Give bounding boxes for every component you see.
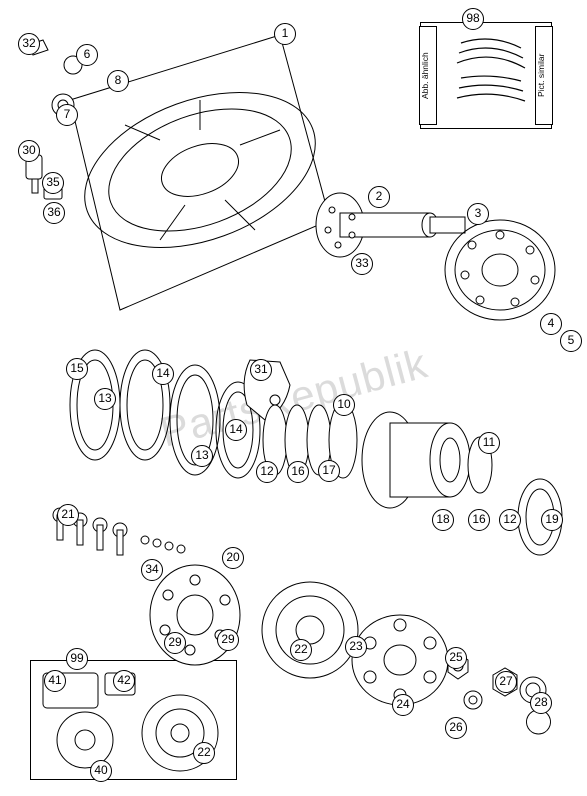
callout-31: 31 (250, 359, 272, 381)
callout-number: 16 (468, 509, 490, 531)
callout-13: 13 (94, 388, 116, 410)
inset-left-label: Abb. ähnlich (419, 26, 437, 125)
callout-98: 98 (462, 8, 484, 30)
callout-number: 8 (107, 70, 129, 92)
callout-29: 29 (164, 632, 186, 654)
callout-25: 25 (445, 647, 467, 669)
callout-number: 12 (499, 509, 521, 531)
callout-number: 22 (290, 639, 312, 661)
callout-number: 10 (333, 394, 355, 416)
callout-27: 27 (495, 671, 517, 693)
callout-32: 32 (18, 33, 40, 55)
callout-11: 11 (478, 432, 500, 454)
callout-16: 16 (287, 461, 309, 483)
callout-number: 11 (478, 432, 500, 454)
callout-number: 42 (113, 670, 135, 692)
callout-number: 5 (560, 330, 582, 352)
callout-26: 26 (445, 717, 467, 739)
callout-number: 21 (57, 504, 79, 526)
callout-number: 32 (18, 33, 40, 55)
callout-number: 28 (530, 692, 552, 714)
callout-24: 24 (392, 694, 414, 716)
callout-number: 13 (191, 445, 213, 467)
callout-23: 23 (345, 636, 367, 658)
callout-number: 7 (56, 104, 78, 126)
callout-number: 31 (250, 359, 272, 381)
callout-35: 35 (42, 172, 64, 194)
callout-22: 22 (290, 639, 312, 661)
callout-number: 29 (164, 632, 186, 654)
callout-13: 13 (191, 445, 213, 467)
callout-1: 1 (274, 23, 296, 45)
callout-number: 23 (345, 636, 367, 658)
callout-number: 26 (445, 717, 467, 739)
callout-number: 34 (141, 559, 163, 581)
callout-7: 7 (56, 104, 78, 126)
callout-21: 21 (57, 504, 79, 526)
callout-number: 16 (287, 461, 309, 483)
callout-number: 1 (274, 23, 296, 45)
callout-17: 17 (318, 460, 340, 482)
callout-number: 17 (318, 460, 340, 482)
callout-2: 2 (368, 186, 390, 208)
callout-3: 3 (467, 203, 489, 225)
callout-5: 5 (560, 330, 582, 352)
callout-number: 40 (90, 760, 112, 782)
callout-40: 40 (90, 760, 112, 782)
callout-number: 13 (94, 388, 116, 410)
callout-22: 22 (193, 742, 215, 764)
callout-number: 25 (445, 647, 467, 669)
callout-10: 10 (333, 394, 355, 416)
callout-number: 3 (467, 203, 489, 225)
callout-14: 14 (152, 363, 174, 385)
callout-29: 29 (217, 629, 239, 651)
callout-number: 12 (256, 461, 278, 483)
callout-30: 30 (18, 140, 40, 162)
callout-14: 14 (225, 419, 247, 441)
callout-4: 4 (540, 313, 562, 335)
inset-right-label: Pict. similar (535, 26, 553, 125)
callout-number: 41 (44, 670, 66, 692)
callout-number: 33 (351, 253, 373, 275)
callout-number: 35 (42, 172, 64, 194)
callout-18: 18 (432, 509, 454, 531)
callout-number: 6 (76, 44, 98, 66)
callout-number: 30 (18, 140, 40, 162)
callout-19: 19 (541, 509, 563, 531)
callout-number: 98 (462, 8, 484, 30)
hub-sleeve (355, 405, 500, 520)
callout-number: 14 (152, 363, 174, 385)
callout-16: 16 (468, 509, 490, 531)
callout-number: 29 (217, 629, 239, 651)
callout-number: 18 (432, 509, 454, 531)
callout-number: 15 (66, 358, 88, 380)
callout-number: 2 (368, 186, 390, 208)
callout-number: 14 (225, 419, 247, 441)
callout-number: 24 (392, 694, 414, 716)
callout-99: 99 (66, 648, 88, 670)
callout-8: 8 (107, 70, 129, 92)
callout-36: 36 (43, 202, 65, 224)
callout-number: 22 (193, 742, 215, 764)
inset-sticker: Abb. ähnlich Pict. similar (420, 22, 552, 129)
callout-number: 99 (66, 648, 88, 670)
callout-20: 20 (222, 547, 244, 569)
callout-41: 41 (44, 670, 66, 692)
callout-34: 34 (141, 559, 163, 581)
callout-33: 33 (351, 253, 373, 275)
callout-number: 36 (43, 202, 65, 224)
callout-12: 12 (499, 509, 521, 531)
callout-6: 6 (76, 44, 98, 66)
callout-number: 4 (540, 313, 562, 335)
callout-28: 28 (530, 692, 552, 714)
rim-sticker-icon (421, 23, 551, 128)
callout-number: 20 (222, 547, 244, 569)
callout-number: 27 (495, 671, 517, 693)
callout-42: 42 (113, 670, 135, 692)
callout-15: 15 (66, 358, 88, 380)
callout-12: 12 (256, 461, 278, 483)
callout-number: 19 (541, 509, 563, 531)
